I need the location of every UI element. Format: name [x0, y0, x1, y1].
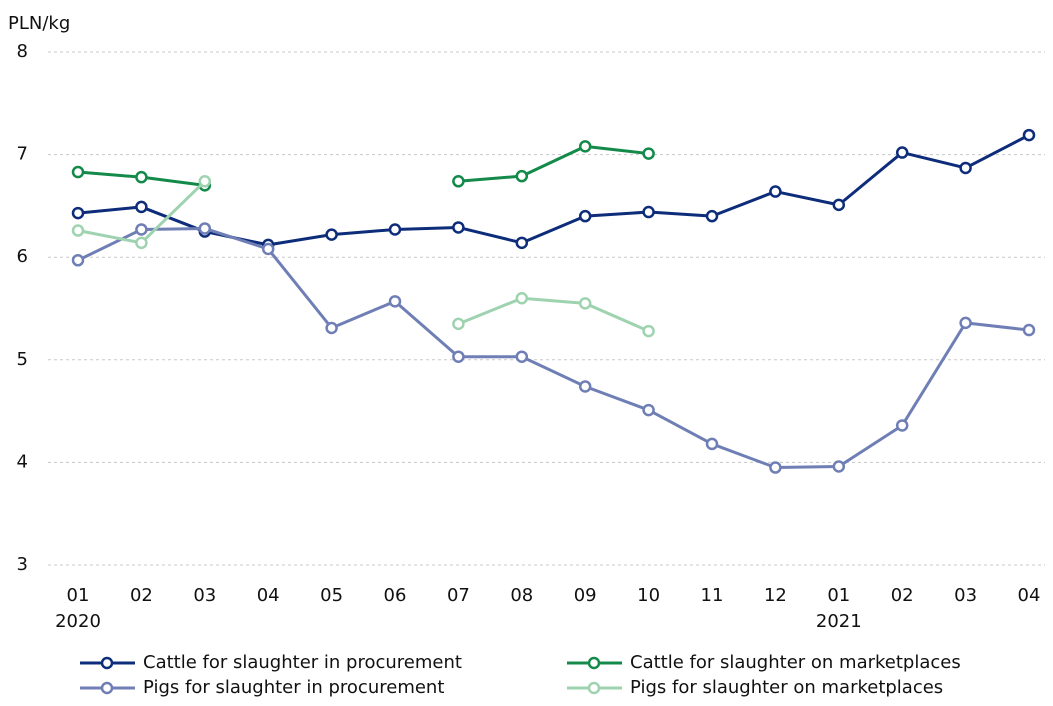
data-point	[71, 254, 85, 267]
data-point	[705, 437, 719, 451]
x-tick-label: 03	[954, 585, 977, 606]
data-point	[388, 223, 402, 236]
data-point	[452, 175, 465, 188]
x-tick-label: 03	[193, 585, 216, 606]
data-point	[959, 161, 972, 175]
data-point	[578, 209, 592, 223]
legend-marker	[100, 681, 114, 695]
data-point	[71, 165, 85, 179]
data-point	[71, 224, 85, 237]
legend-label: Cattle for slaughter on marketplaces	[630, 652, 961, 673]
data-point	[135, 170, 148, 184]
x-tick-label: 04	[257, 585, 280, 606]
data-point	[959, 316, 972, 330]
data-point	[769, 185, 782, 198]
data-point	[832, 460, 846, 473]
x-tick-label: 10	[637, 585, 660, 606]
data-point	[198, 222, 212, 235]
data-point	[642, 403, 655, 417]
data-point	[1022, 323, 1036, 337]
data-point	[452, 350, 465, 363]
x-tick-label: 11	[701, 585, 724, 606]
data-point	[325, 228, 338, 241]
x-tick-label: 04	[1018, 585, 1041, 606]
y-axis-label: PLN/kg	[8, 13, 70, 34]
x-tick-label: 06	[384, 585, 407, 606]
data-point	[71, 206, 85, 220]
data-point	[578, 140, 592, 153]
data-point	[198, 175, 212, 188]
y-tick-label: 4	[17, 451, 28, 472]
data-point	[578, 380, 592, 393]
y-tick-label: 7	[17, 144, 28, 165]
data-point	[261, 242, 275, 256]
data-point	[135, 200, 148, 214]
data-point	[769, 461, 782, 474]
data-point	[642, 205, 655, 219]
y-tick-label: 3	[17, 554, 28, 575]
data-point	[515, 350, 529, 363]
x-tick-label: 01	[67, 585, 90, 606]
y-tick-label: 6	[17, 246, 28, 267]
legend-label: Pigs for slaughter in procurement	[143, 677, 444, 698]
x-tick-label: 02	[891, 585, 914, 606]
data-point	[895, 419, 909, 432]
data-point	[895, 146, 909, 159]
x-tick-label: 02	[130, 585, 153, 606]
x-tick-label: 08	[510, 585, 533, 606]
data-point	[325, 321, 338, 335]
series-line	[77, 180, 650, 333]
data-point	[135, 223, 148, 236]
y-tick-label: 5	[17, 349, 28, 370]
legend-label: Pigs for slaughter on marketplaces	[630, 677, 943, 698]
year-label: 2021	[816, 611, 862, 632]
data-point	[388, 295, 402, 308]
data-point	[1022, 128, 1036, 142]
data-point	[642, 324, 655, 338]
data-point	[515, 291, 529, 305]
series-line	[77, 226, 1030, 470]
data-point	[515, 236, 529, 250]
data-point	[452, 221, 465, 234]
data-point	[705, 209, 719, 223]
x-tick-label: 09	[574, 585, 597, 606]
series-line	[77, 144, 649, 187]
x-tick-label: 12	[764, 585, 787, 606]
data-point	[515, 169, 529, 183]
y-tick-label: 8	[17, 41, 28, 62]
legend-marker	[100, 656, 114, 670]
data-point	[452, 317, 465, 331]
legend-marker	[587, 656, 601, 670]
data-point	[578, 297, 592, 310]
series-line	[77, 133, 1030, 247]
x-tick-label: 05	[320, 585, 343, 606]
legend-label: Cattle for slaughter in procurement	[143, 652, 462, 673]
x-tick-label: 01	[827, 585, 850, 606]
x-tick-label: 07	[447, 585, 470, 606]
legend-marker	[587, 681, 601, 695]
data-point	[642, 147, 655, 160]
data-point	[135, 236, 148, 250]
data-point	[832, 198, 846, 212]
year-label: 2020	[55, 611, 101, 632]
